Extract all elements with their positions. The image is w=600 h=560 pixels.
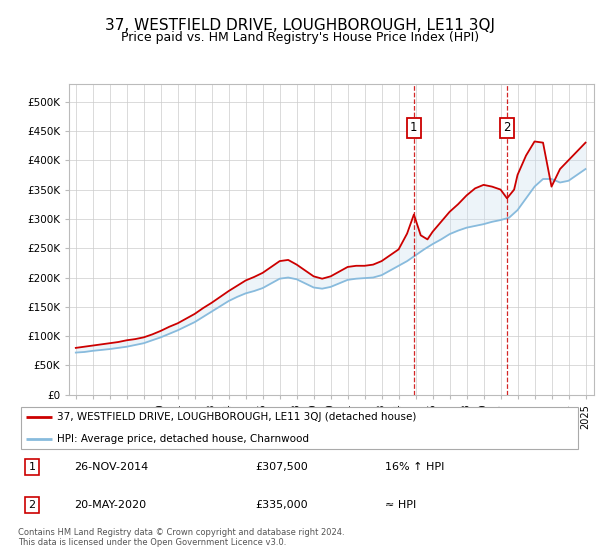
Text: 37, WESTFIELD DRIVE, LOUGHBOROUGH, LE11 3QJ (detached house): 37, WESTFIELD DRIVE, LOUGHBOROUGH, LE11 … <box>58 412 417 422</box>
Text: Price paid vs. HM Land Registry's House Price Index (HPI): Price paid vs. HM Land Registry's House … <box>121 31 479 44</box>
Text: £335,000: £335,000 <box>255 500 308 510</box>
Text: Contains HM Land Registry data © Crown copyright and database right 2024.
This d: Contains HM Land Registry data © Crown c… <box>18 528 344 547</box>
Text: 1: 1 <box>29 461 35 472</box>
Text: 20-MAY-2020: 20-MAY-2020 <box>74 500 146 510</box>
Text: 2: 2 <box>29 500 35 510</box>
Text: £307,500: £307,500 <box>255 461 308 472</box>
Text: 16% ↑ HPI: 16% ↑ HPI <box>385 461 444 472</box>
FancyBboxPatch shape <box>21 407 578 449</box>
Text: HPI: Average price, detached house, Charnwood: HPI: Average price, detached house, Char… <box>58 435 310 444</box>
Text: 2: 2 <box>503 122 511 134</box>
Text: 37, WESTFIELD DRIVE, LOUGHBOROUGH, LE11 3QJ: 37, WESTFIELD DRIVE, LOUGHBOROUGH, LE11 … <box>105 18 495 33</box>
Text: ≈ HPI: ≈ HPI <box>385 500 416 510</box>
Text: 26-NOV-2014: 26-NOV-2014 <box>74 461 149 472</box>
Text: 1: 1 <box>410 122 418 134</box>
